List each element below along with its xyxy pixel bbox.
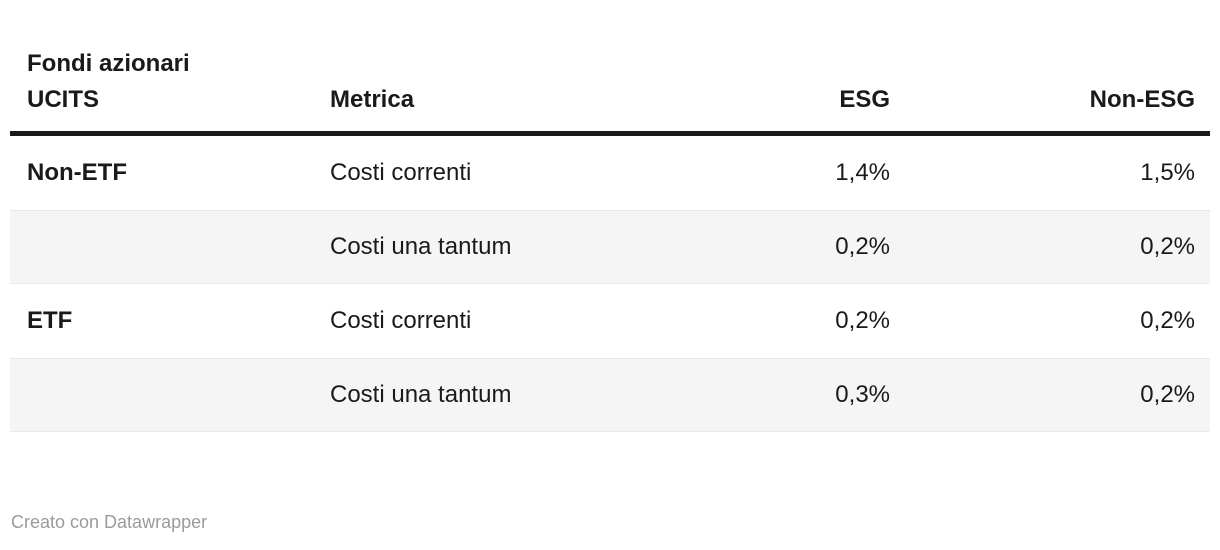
costs-table: Fondi azionari UCITS Metrica ESG Non-ESG… xyxy=(10,0,1210,432)
header-non-esg: Non-ESG xyxy=(1089,86,1195,113)
table-header-row: Fondi azionari UCITS Metrica ESG Non-ESG xyxy=(10,0,1210,136)
cell-non-esg-value: 0,2% xyxy=(1140,381,1195,408)
cell-metric: Costi correnti xyxy=(330,159,472,186)
table-body: Non-ETF Costi correnti 1,4% 1,5% Costi una t… xyxy=(10,136,1210,432)
datawrapper-attribution-link[interactable]: Creato con Datawrapper xyxy=(11,512,208,532)
cell-non-esg-value: 0,2% xyxy=(1140,307,1195,334)
cell-fund-type: Non-ETF xyxy=(27,159,127,186)
cell-esg-value: 0,2% xyxy=(835,307,890,334)
header-fund-type-line1: Fondi azionari xyxy=(27,50,190,77)
cell-esg-value: 0,2% xyxy=(835,233,890,260)
cell-non-esg-value: 0,2% xyxy=(1140,233,1195,260)
header-fund-type-line2: UCITS xyxy=(27,86,99,113)
table-row: Costi una tantum 0,2% 0,2% xyxy=(10,210,1210,284)
table-row: Costi una tantum 0,3% 0,2% xyxy=(10,358,1210,432)
cell-esg-value: 0,3% xyxy=(835,381,890,408)
header-fund-type: Fondi azionari UCITS xyxy=(10,46,330,118)
cell-metric: Costi correnti xyxy=(330,307,472,334)
table-row: ETF Costi correnti 0,2% 0,2% xyxy=(10,284,1210,358)
header-esg: ESG xyxy=(839,86,890,113)
cell-metric: Costi una tantum xyxy=(330,381,512,408)
cell-esg-value: 1,4% xyxy=(835,159,890,186)
table-row: Non-ETF Costi correnti 1,4% 1,5% xyxy=(10,136,1210,210)
cell-metric: Costi una tantum xyxy=(330,233,512,260)
cell-fund-type: ETF xyxy=(27,307,73,334)
cell-non-esg-value: 1,5% xyxy=(1140,159,1195,186)
header-metrica: Metrica xyxy=(330,86,415,113)
